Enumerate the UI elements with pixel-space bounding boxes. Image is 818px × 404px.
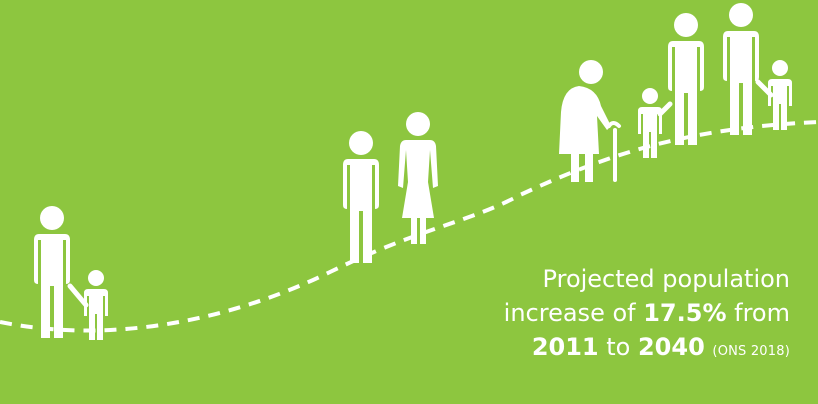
holding-hands-icon [755,79,774,98]
population-trend-line [0,120,818,333]
elderly-woman-icon [557,58,621,184]
end-year: 2040 [637,333,705,361]
population-caption: Projected population increase of 17.5% f… [370,262,790,369]
caption-line-2: increase of 17.5% from [503,299,790,327]
percent-increase: 17.5% [643,299,727,327]
woman-icon [398,112,438,244]
man-icon [723,3,759,135]
man-icon [668,13,704,145]
waving-hand-icon [657,101,673,117]
man-icon [343,131,379,263]
man-icon [34,206,70,338]
caption-line-3: 2011 to 2040 (ONS 2018) [531,333,790,361]
start-year: 2011 [531,333,599,361]
holding-hands-icon [67,283,89,308]
source-citation: (ONS 2018) [712,344,790,359]
caption-line-1: Projected population [542,265,790,293]
